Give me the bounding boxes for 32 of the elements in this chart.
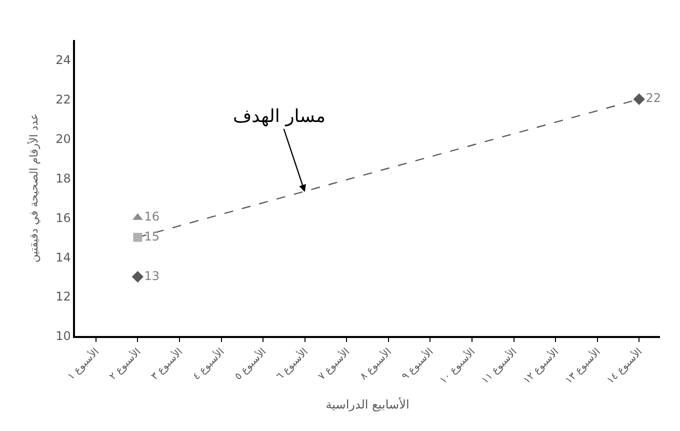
y-tick-label: 14 [56,250,71,264]
x-tick-label: الأسبوع ٢ [106,345,144,382]
x-tick-label: الأسبوع ٤ [190,345,227,382]
x-tick-label: الأسبوع ٩ [398,345,436,382]
point [133,232,142,242]
x-tick-label: الأسبوع ١٠ [436,345,478,386]
x-tick-label: الأسبوع ٦ [273,345,310,382]
data-label: 15 [144,229,160,244]
annotation: مسار الهدف [233,106,326,127]
y-tick-label: 10 [56,329,71,344]
y-tick-label: 24 [56,52,71,67]
x-tick-label: الأسبوع ١٣ [562,345,603,386]
y-axis-title: عدد الأرقام الصحيحة في دقيقتين [26,113,41,263]
y-tick-label: 20 [56,132,71,146]
point [633,93,645,106]
x-tick-label: الأسبوع ١ [64,345,102,382]
y-tick-label: 12 [56,290,71,304]
point [132,270,144,283]
y-tick-label: 18 [56,171,71,186]
y-tick-label: 16 [56,210,71,225]
data-label: 16 [144,210,160,224]
data-label: 22 [646,91,662,106]
x-axis-title: الأسابيع الدراسية [326,396,410,412]
x-tick-label: الأسبوع ٧ [315,345,352,382]
x-tick-label: الأسبوع ٣ [148,345,186,382]
x-tick-label: الأسبوع ١٢ [520,345,562,386]
x-tick-label: الأسبوع ١٤ [604,345,645,386]
y-tick-label: 22 [56,92,71,106]
x-tick-label: الأسبوع ١١ [478,345,520,386]
x-tick-label: الأسبوع ٥ [232,345,269,382]
data-label: 13 [144,268,160,283]
x-tick-label: الأسبوع ٨ [356,345,394,382]
